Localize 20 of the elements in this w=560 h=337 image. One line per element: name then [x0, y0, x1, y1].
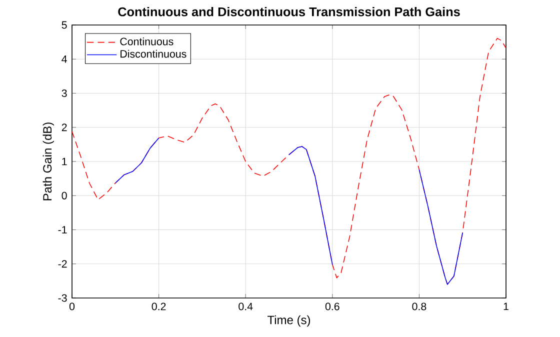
- legend-label: Continuous: [120, 37, 174, 46]
- x-tick-label: 0.4: [238, 302, 253, 310]
- y-tick-label: -3: [58, 294, 67, 302]
- y-tick-label: 3: [62, 89, 67, 98]
- x-tick-label: 0.8: [412, 302, 426, 310]
- x-axis-title: Time (s): [268, 315, 310, 327]
- x-tick-label: 1: [504, 302, 508, 310]
- y-tick-label: 0: [62, 192, 67, 200]
- y-tick-label: 1: [62, 158, 67, 166]
- x-tick-label: 0: [69, 302, 75, 310]
- x-tick-label: 0.6: [325, 302, 340, 310]
- y-tick-label: 5: [62, 21, 67, 29]
- y-tick-label: 4: [62, 55, 67, 63]
- y-tick-label: -2: [58, 260, 67, 268]
- chart-title: Continuous and Discontinuous Transmission Path Gains: [118, 6, 460, 16]
- y-tick-label: 2: [62, 124, 67, 132]
- legend-label: Discontinuous: [120, 50, 186, 58]
- x-tick-label: 0.2: [152, 302, 166, 310]
- y-axis-title: Path Gain (dB): [42, 122, 54, 200]
- y-tick-label: -1: [58, 226, 67, 234]
